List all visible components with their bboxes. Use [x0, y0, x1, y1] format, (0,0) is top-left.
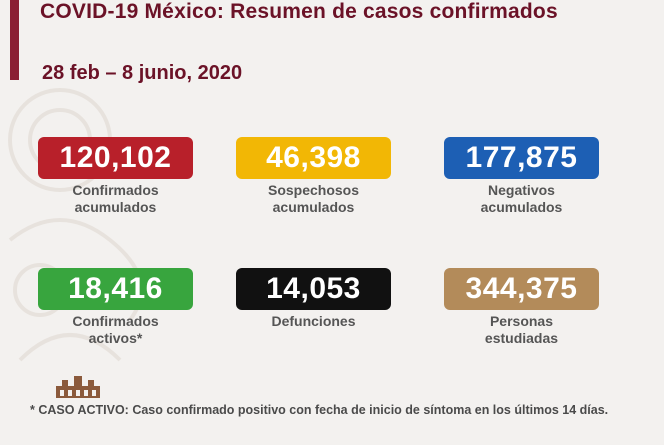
- card-personas-estudiadas: 344,375 Personas estudiadas: [444, 268, 599, 347]
- card-label: Negativos acumulados: [480, 182, 563, 215]
- date-range: 28 feb – 8 junio, 2020: [42, 62, 243, 84]
- card-value-box: 14,053: [236, 268, 391, 310]
- card-confirmados-acumulados: 120,102 Confirmados acumulados: [38, 137, 193, 216]
- card-defunciones: 14,053 Defunciones: [236, 268, 391, 330]
- card-value-box: 46,398: [236, 137, 391, 179]
- card-value-box: 177,875: [444, 137, 599, 179]
- card-value-box: 18,416: [38, 268, 193, 310]
- card-value-box: 344,375: [444, 268, 599, 310]
- card-negativos-acumulados: 177,875 Negativos acumulados: [444, 137, 599, 216]
- page-title: COVID-19 México: Resumen de casos confir…: [40, 0, 558, 23]
- card-label: Personas estudiadas: [484, 313, 559, 346]
- card-sospechosos-acumulados: 46,398 Sospechosos acumulados: [236, 137, 391, 216]
- footnote: * CASO ACTIVO: Caso confirmado positivo …: [30, 403, 609, 417]
- title-accent-bar: [10, 0, 19, 80]
- card-value-box: 120,102: [38, 137, 193, 179]
- ornament-watermark-icon: [8, 88, 144, 362]
- building-logo-icon: [56, 376, 100, 398]
- card-label: Confirmados acumulados: [72, 182, 159, 215]
- card-confirmados-activos: 18,416 Confirmados activos*: [38, 268, 193, 347]
- card-label: Defunciones: [271, 313, 356, 329]
- card-label: Sospechosos acumulados: [267, 182, 360, 215]
- card-label: Confirmados activos*: [72, 313, 159, 346]
